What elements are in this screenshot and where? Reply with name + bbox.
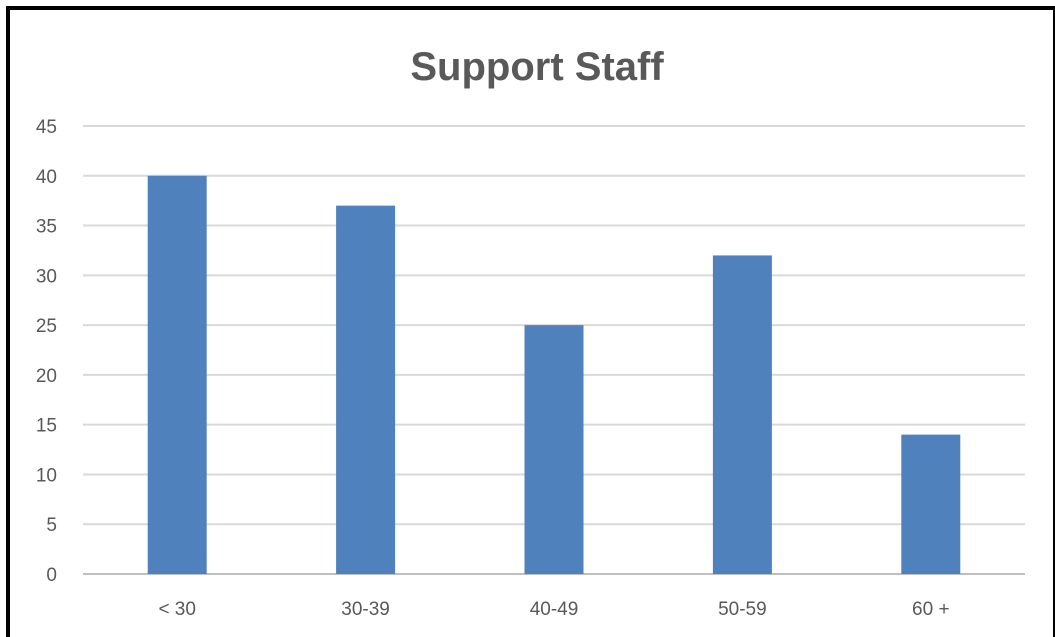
y-tick-label: 5 bbox=[46, 515, 57, 536]
x-tick-label: < 30 bbox=[158, 599, 196, 620]
x-tick-label: 30-39 bbox=[341, 599, 390, 620]
x-axis-ticks: < 30 30-39 40-49 50-59 60 + bbox=[158, 599, 949, 620]
y-tick-label: 35 bbox=[36, 217, 57, 238]
y-axis-ticks: 0 5 10 15 20 25 30 35 40 45 bbox=[36, 117, 57, 586]
y-tick-label: 20 bbox=[36, 366, 57, 387]
bar bbox=[147, 175, 207, 574]
chart-title: Support Staff bbox=[410, 45, 664, 89]
bar bbox=[336, 205, 396, 574]
y-tick-label: 30 bbox=[36, 266, 57, 287]
y-tick-label: 0 bbox=[46, 565, 57, 586]
y-tick-label: 25 bbox=[36, 316, 57, 337]
bars bbox=[147, 175, 961, 574]
y-tick-label: 45 bbox=[36, 117, 57, 138]
bar bbox=[524, 325, 584, 574]
x-tick-label: 40-49 bbox=[530, 599, 579, 620]
y-tick-label: 15 bbox=[36, 416, 57, 437]
x-tick-label: 50-59 bbox=[718, 599, 767, 620]
bar bbox=[901, 434, 961, 574]
bar bbox=[712, 255, 772, 574]
y-tick-label: 10 bbox=[36, 465, 57, 486]
y-tick-label: 40 bbox=[36, 167, 57, 188]
x-tick-label: 60 + bbox=[912, 599, 950, 620]
